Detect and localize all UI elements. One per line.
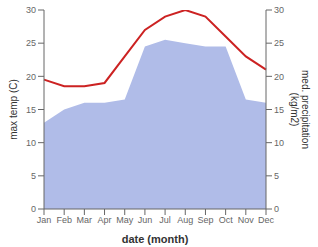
svg-text:Dec: Dec bbox=[258, 215, 275, 225]
svg-text:Sep: Sep bbox=[197, 215, 213, 225]
svg-text:Nov: Nov bbox=[238, 215, 255, 225]
svg-text:20: 20 bbox=[26, 72, 36, 82]
svg-text:Aug: Aug bbox=[177, 215, 193, 225]
svg-text:15: 15 bbox=[26, 105, 36, 115]
svg-text:0: 0 bbox=[31, 204, 36, 214]
svg-text:20: 20 bbox=[274, 72, 284, 82]
svg-text:max temp (C): max temp (C) bbox=[8, 79, 19, 140]
svg-text:May: May bbox=[116, 215, 134, 225]
svg-text:30: 30 bbox=[274, 5, 284, 15]
svg-text:Oct: Oct bbox=[219, 215, 234, 225]
svg-text:30: 30 bbox=[26, 5, 36, 15]
svg-text:25: 25 bbox=[274, 38, 284, 48]
svg-text:25: 25 bbox=[26, 38, 36, 48]
svg-text:10: 10 bbox=[26, 138, 36, 148]
svg-text:date (month): date (month) bbox=[122, 233, 189, 245]
svg-text:5: 5 bbox=[274, 171, 279, 181]
svg-text:med. precipitation(kg/m2): med. precipitation(kg/m2) bbox=[289, 70, 310, 149]
svg-text:0: 0 bbox=[274, 204, 279, 214]
svg-text:5: 5 bbox=[31, 171, 36, 181]
svg-text:10: 10 bbox=[274, 138, 284, 148]
svg-text:Feb: Feb bbox=[56, 215, 72, 225]
svg-text:Mar: Mar bbox=[77, 215, 93, 225]
svg-text:Apr: Apr bbox=[98, 215, 112, 225]
svg-text:Jun: Jun bbox=[138, 215, 153, 225]
svg-text:Jul: Jul bbox=[159, 215, 171, 225]
svg-text:15: 15 bbox=[274, 105, 284, 115]
svg-text:Jan: Jan bbox=[37, 215, 52, 225]
